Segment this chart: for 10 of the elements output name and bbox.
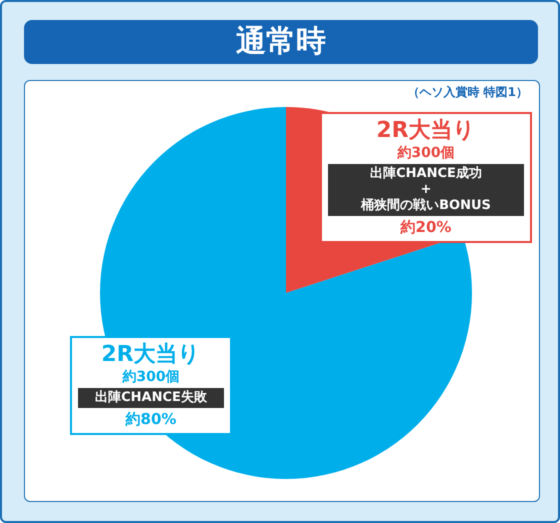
chart-subtitle: （ヘソ入賞時 特図1） — [407, 84, 528, 101]
slice-label: 2R大当り — [375, 118, 477, 144]
text: 約300個 — [396, 144, 456, 162]
text: 約300個 — [121, 368, 181, 386]
text: 出陣CHANCE成功 + 桶狭間の戦いBONUS — [328, 164, 524, 216]
slice-label: 2R大当り — [100, 342, 202, 368]
chart-title: 通常時 — [24, 20, 538, 64]
data-label: 約20% — [399, 218, 452, 237]
text: 出陣CHANCE失敗 — [78, 388, 224, 408]
data-label: 約80% — [124, 410, 178, 429]
